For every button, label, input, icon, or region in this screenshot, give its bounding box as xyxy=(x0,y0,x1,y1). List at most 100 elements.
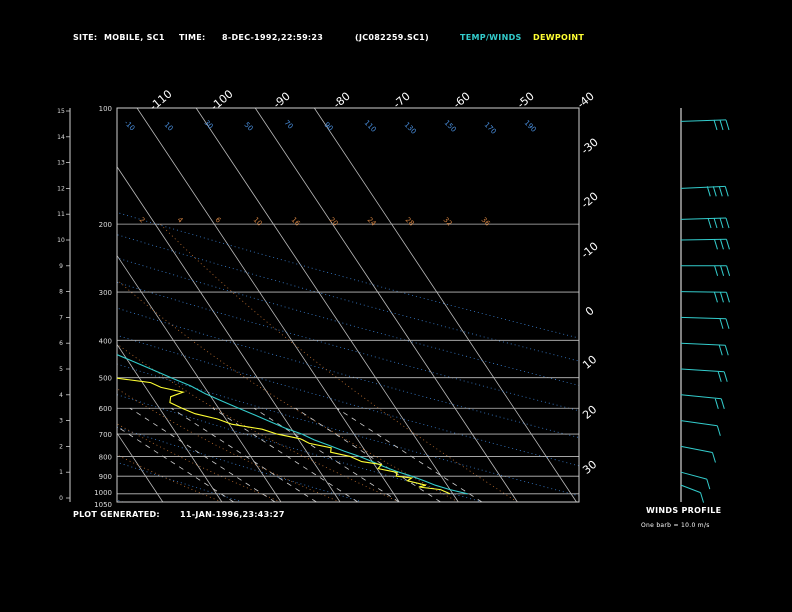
height-tick-label: 14 xyxy=(57,134,65,141)
height-tick-label: 3 xyxy=(59,418,63,425)
right-temp-label: 20 xyxy=(580,403,599,422)
wind-barb-flag xyxy=(724,345,729,356)
theta-label: 50 xyxy=(243,121,255,133)
wind-barb-flag xyxy=(700,492,705,503)
wind-barb-flag xyxy=(725,239,730,250)
mixing-ratio-label: 24 xyxy=(366,216,378,228)
wind-barb-flag xyxy=(726,265,731,276)
wind-barb-staff xyxy=(680,342,726,346)
mixing-ratio-label: 16 xyxy=(290,216,302,228)
legend-temp: TEMP/WINDS xyxy=(460,33,522,42)
pressure-tick-label: 100 xyxy=(99,105,112,113)
wind-barb-flag xyxy=(714,398,719,409)
wind-barb-staff xyxy=(680,445,713,454)
wind-barb-flag xyxy=(712,186,717,197)
isotherm-line xyxy=(313,108,577,502)
wind-barb-staff xyxy=(680,119,727,122)
wind-barb-flag xyxy=(706,478,711,490)
isotherm-line xyxy=(117,166,341,502)
height-tick-label: 12 xyxy=(57,185,65,192)
wind-barb-flag xyxy=(725,292,730,303)
wind-barb-staff xyxy=(680,420,718,427)
right-temp-label: 10 xyxy=(580,353,599,372)
mixing-ratio-label: 4 xyxy=(176,216,185,225)
wind-barb-flag xyxy=(711,452,716,463)
theta-label: 130 xyxy=(403,121,418,136)
height-tick-label: 8 xyxy=(59,289,63,296)
wind-barb-staff xyxy=(680,185,726,189)
dry-adiabat xyxy=(117,426,363,502)
isobar-grid xyxy=(117,107,579,503)
file-name: (JC082259.SC1) xyxy=(355,33,429,42)
wind-barb-flag xyxy=(714,265,719,276)
wind-barb-staff xyxy=(680,394,722,400)
theta-label: -10 xyxy=(123,119,137,133)
height-tick-label: 11 xyxy=(57,211,65,218)
sounding-series xyxy=(117,354,468,495)
dewpoint-line xyxy=(117,377,451,495)
plot-border xyxy=(116,107,580,503)
winds-profile-panel xyxy=(680,108,731,503)
height-tick-label: 10 xyxy=(57,237,65,244)
pressure-tick-label: 300 xyxy=(99,289,112,297)
theta-label: 170 xyxy=(483,121,498,136)
theta-label: 10 xyxy=(163,121,175,133)
wind-barb-flag xyxy=(719,318,724,329)
theta-label: 30 xyxy=(203,119,215,131)
mixing-ratio-line xyxy=(212,407,359,502)
wind-barb-staff xyxy=(680,471,707,480)
mixing-ratio-line xyxy=(171,407,317,502)
time-label: TIME: xyxy=(179,33,206,42)
wind-barb-staff xyxy=(680,316,727,320)
wind-barb-flag xyxy=(719,239,724,250)
mixing-ratio-label: 20 xyxy=(328,216,340,228)
theta-label: 110 xyxy=(363,119,378,134)
right-temp-label: -20 xyxy=(579,190,601,212)
pressure-tick-label: 900 xyxy=(99,473,112,481)
pressure-tick-label: 1050 xyxy=(94,501,112,509)
height-tick-label: 0 xyxy=(59,495,63,502)
wind-barb-flag xyxy=(725,318,730,329)
dry-adiabat xyxy=(117,334,579,467)
height-tick-label: 6 xyxy=(59,340,63,347)
height-tick-label: 4 xyxy=(59,392,63,399)
theta-label: 90 xyxy=(323,121,335,133)
theta-label: 70 xyxy=(283,119,295,131)
dry-adiabat xyxy=(117,234,579,362)
pressure-tick-label: 1000 xyxy=(94,489,112,497)
dry-adiabat xyxy=(117,212,579,339)
site-value: MOBILE, SC1 xyxy=(104,33,165,42)
wind-barb-flag xyxy=(717,371,722,382)
moist-adiabat xyxy=(117,423,282,502)
wind-barb-flag xyxy=(718,345,723,356)
mixing-ratio-line xyxy=(336,407,483,502)
wind-barb-flag xyxy=(713,292,718,303)
site-label: SITE: xyxy=(73,33,98,42)
dry-adiabat xyxy=(117,461,244,502)
legend-dewpoint: DEWPOINT xyxy=(533,33,585,42)
wind-barb-flag xyxy=(713,119,718,131)
height-tick-label: 13 xyxy=(57,160,65,167)
wind-barb-staff xyxy=(680,291,727,293)
isotherm-line xyxy=(117,254,282,502)
wind-barb-flag xyxy=(724,186,729,197)
isotherm-line xyxy=(254,108,518,502)
wind-barb-flag xyxy=(713,217,718,229)
mixing-ratio-line xyxy=(253,407,400,502)
moist-adiabat xyxy=(117,388,341,502)
isotherm-line xyxy=(0,108,45,502)
wind-barb-flag xyxy=(720,265,725,276)
height-tick-label: 5 xyxy=(59,366,63,373)
isotherm-line xyxy=(0,108,104,502)
mixing-ratio-label: 32 xyxy=(442,216,454,228)
wind-barb-flag xyxy=(725,119,730,131)
mixing-ratio-label: 28 xyxy=(404,216,416,228)
pressure-tick-label: 500 xyxy=(99,375,112,383)
wind-barb-flag xyxy=(707,217,712,229)
wind-barb-staff xyxy=(680,484,701,494)
isotherm-grid xyxy=(0,108,577,502)
isotherm-line xyxy=(117,432,164,502)
mixing-ratio-label: 10 xyxy=(252,216,264,228)
wind-barb-flag xyxy=(720,398,725,409)
